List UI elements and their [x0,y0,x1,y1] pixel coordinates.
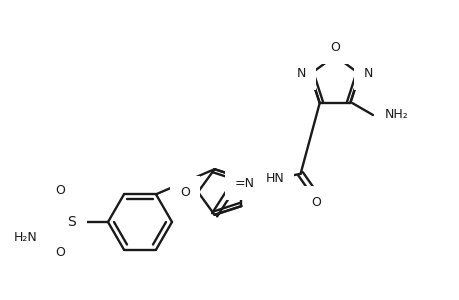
Text: O: O [55,247,65,260]
Text: S: S [67,215,76,229]
Text: H₂N: H₂N [14,232,38,244]
Text: =N: =N [234,177,254,190]
Text: NH₂: NH₂ [384,109,408,122]
Text: N: N [296,68,305,80]
Text: O: O [180,185,190,199]
Text: O: O [330,40,339,53]
Text: N: N [363,68,373,80]
Text: O: O [55,184,65,197]
Text: O: O [311,196,321,209]
Text: HN: HN [265,172,284,185]
